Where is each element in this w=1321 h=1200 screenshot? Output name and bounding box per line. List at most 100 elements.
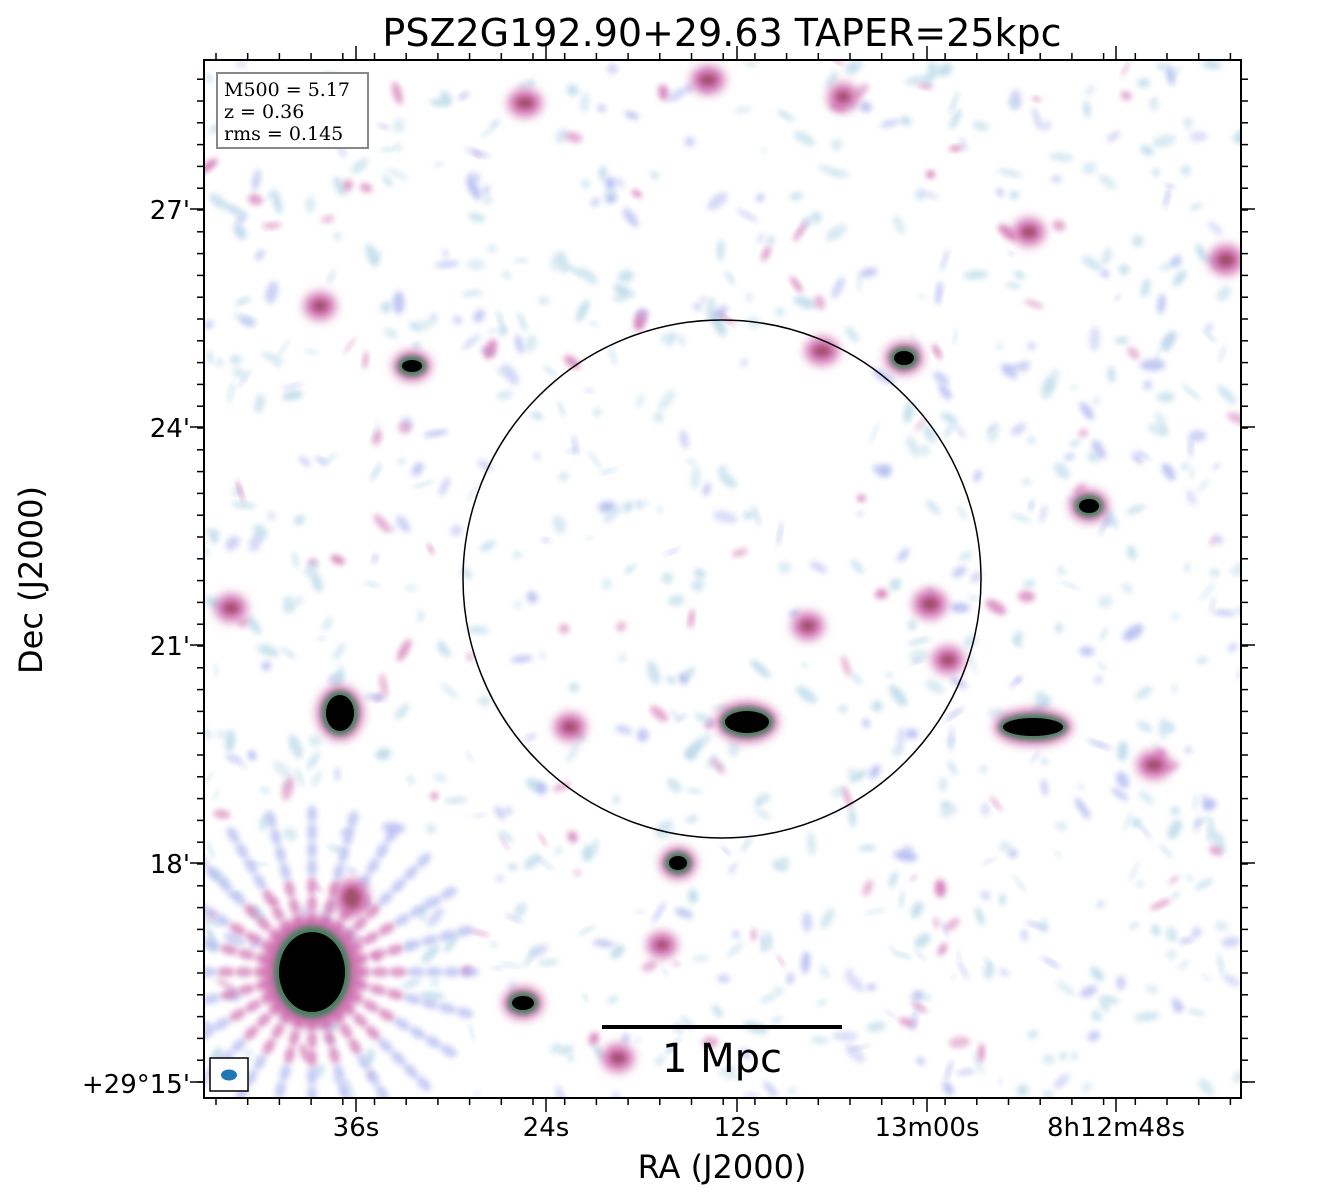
noise-blob [523,854,542,870]
noise-blob [421,944,440,963]
noise-blob [223,203,247,217]
noise-blob [685,458,697,466]
noise-blob [857,494,866,502]
sidelobe-blob [307,859,317,877]
noise-blob [237,617,249,628]
noise-blob [955,425,966,439]
noise-blob [841,655,851,677]
noise-blob [777,521,783,547]
noise-blob [987,426,995,433]
noise-blob [899,890,905,909]
noise-blob [234,297,251,306]
source-core [1022,227,1036,237]
noise-blob [935,281,943,305]
noise-blob [554,846,564,856]
noise-blob [304,349,318,355]
noise-blob [225,729,235,753]
noise-blob [524,945,538,967]
sidelobe-blob [384,827,398,844]
noise-blob [1032,96,1041,102]
noise-blob [943,422,956,438]
noise-blob [524,334,537,352]
noise-blob [466,177,481,201]
source-core [801,621,815,631]
noise-blob [744,62,758,67]
noise-blob [322,617,333,631]
noise-blob [334,767,340,781]
sidelobe-blob [389,967,407,977]
noise-blob [517,312,528,332]
noise-blob [978,1043,985,1063]
noise-blob [845,1043,865,1063]
scale-bar-label: 1 Mpc [662,1036,782,1082]
noise-blob [610,944,625,959]
noise-blob [491,119,500,127]
noise-blob [1167,819,1182,840]
noise-blob [394,703,410,720]
noise-blob [650,171,659,180]
noise-blob [674,713,688,723]
sidelobe-blob [368,949,387,960]
sidelobe-blob [289,897,300,916]
noise-blob [907,637,931,645]
sidelobe-blob [213,1017,231,1031]
noise-blob [1053,462,1070,480]
noise-blob [906,435,920,458]
sidelobe-blob [378,1008,395,1022]
noise-blob [489,942,498,947]
source-core [512,996,534,1010]
noise-blob [741,835,753,853]
noise-blob [1053,1073,1070,1089]
noise-blob [763,1081,778,1098]
noise-blob [1192,794,1198,811]
sidelobe-blob [235,842,249,859]
noise-blob [691,579,705,592]
noise-blob [423,429,448,437]
noise-blob [479,540,496,552]
noise-blob [1205,323,1213,331]
noise-blob [973,469,982,483]
noise-blob [967,651,978,675]
noise-blob [727,942,744,957]
noise-blob [393,291,405,315]
noise-blob [466,752,473,762]
noise-blob [590,197,601,208]
noise-blob [243,1048,253,1060]
sidelobe-blob [149,924,169,938]
noise-blob [209,193,227,209]
noise-blob [1098,900,1106,909]
noise-blob [514,902,527,918]
noise-blob [751,928,757,942]
noise-blob [996,188,1004,197]
noise-blob [277,338,290,359]
noise-blob [1012,874,1027,894]
noise-blob [957,960,969,980]
noise-blob [790,192,803,201]
noise-blob [892,951,912,959]
source-core [611,1053,625,1063]
noise-blob [1116,975,1126,990]
noise-blob [1012,637,1022,648]
noise-blob [375,747,392,761]
noise-blob [1181,384,1201,401]
noise-blob [272,760,293,779]
source-core [656,941,668,949]
y-tick-labels: +29°15' 18' 21' 24' 27' [82,196,190,1100]
noise-blob [288,734,303,759]
noise-blob [1059,1051,1067,1061]
sidelobe-blob [307,805,317,823]
noise-blob [254,394,265,414]
noise-blob [425,822,437,835]
noise-blob [831,169,850,179]
noise-blob [888,871,898,888]
noise-blob [1015,678,1022,683]
noise-blob [736,208,759,222]
noise-blob [481,184,491,196]
noise-blob [636,393,644,408]
source-core [344,888,360,908]
noise-blob [916,1057,925,1066]
noise-blob [636,728,649,743]
noise-blob [1143,380,1153,391]
noise-blob [667,778,682,793]
x-tick-label: 12s [714,1113,761,1143]
